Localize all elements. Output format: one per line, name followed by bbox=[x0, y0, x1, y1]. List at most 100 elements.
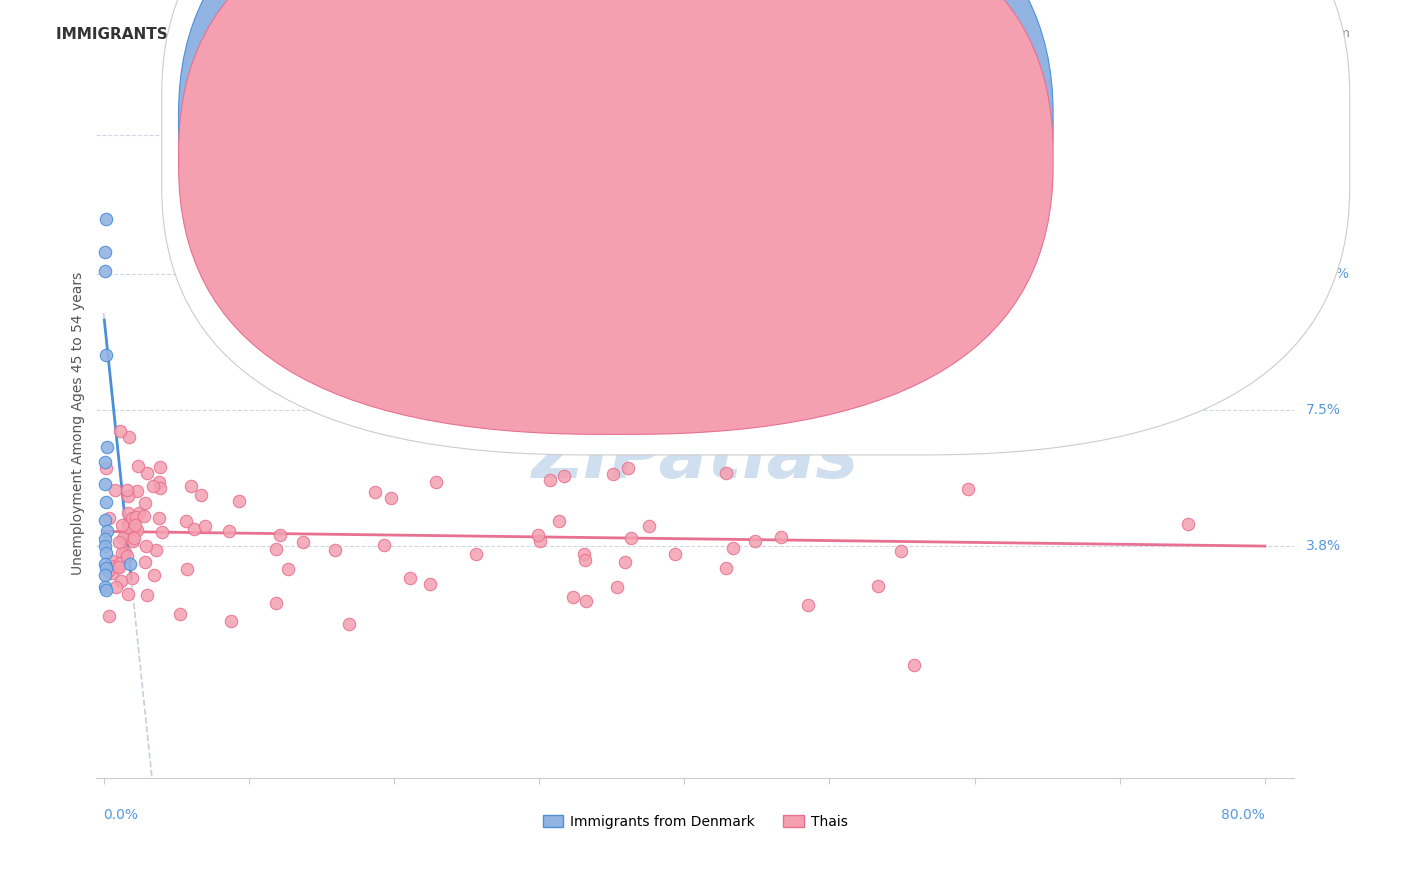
Point bbox=[716, 466, 738, 480]
Point bbox=[149, 482, 172, 496]
Point bbox=[105, 580, 128, 594]
Point bbox=[122, 533, 145, 548]
Text: N =: N = bbox=[730, 152, 756, 166]
Point bbox=[117, 517, 139, 532]
Point bbox=[890, 544, 912, 558]
Point bbox=[111, 546, 134, 560]
Point bbox=[115, 483, 138, 498]
Point bbox=[903, 657, 925, 672]
Point bbox=[425, 475, 447, 489]
Point bbox=[325, 542, 347, 557]
Point bbox=[112, 531, 135, 545]
Text: -0.175: -0.175 bbox=[673, 152, 723, 166]
Point bbox=[574, 547, 596, 561]
Point bbox=[94, 245, 117, 260]
Point bbox=[94, 558, 117, 572]
Point bbox=[769, 530, 792, 544]
Point bbox=[96, 440, 118, 454]
Point bbox=[529, 534, 551, 549]
Point bbox=[111, 517, 134, 532]
Point bbox=[174, 514, 197, 528]
Point bbox=[721, 541, 744, 555]
Point bbox=[125, 483, 148, 498]
Point bbox=[176, 562, 198, 576]
Text: 11.2%: 11.2% bbox=[1306, 268, 1350, 281]
Point bbox=[110, 574, 132, 589]
Text: N =: N = bbox=[730, 114, 756, 128]
Point bbox=[269, 527, 291, 541]
Y-axis label: Unemployment Among Ages 45 to 54 years: Unemployment Among Ages 45 to 54 years bbox=[72, 271, 86, 574]
Point bbox=[94, 532, 117, 546]
Point bbox=[194, 519, 217, 533]
Point bbox=[94, 212, 117, 227]
Point bbox=[115, 549, 138, 563]
Point bbox=[957, 482, 980, 496]
Point bbox=[380, 491, 402, 505]
Point bbox=[98, 608, 121, 623]
Point bbox=[94, 561, 117, 575]
Point bbox=[96, 583, 118, 598]
Point bbox=[619, 531, 641, 545]
Point bbox=[124, 510, 146, 524]
Point bbox=[373, 538, 395, 552]
Point bbox=[96, 348, 118, 362]
Text: 0.0%: 0.0% bbox=[104, 808, 139, 822]
Point bbox=[637, 518, 659, 533]
Point bbox=[104, 483, 127, 498]
Point bbox=[264, 596, 287, 610]
Point bbox=[169, 607, 191, 622]
Point bbox=[101, 566, 124, 580]
Point bbox=[606, 580, 628, 594]
Text: IMMIGRANTS FROM DENMARK VS THAI UNEMPLOYMENT AMONG AGES 45 TO 54 YEARS CORRELATI: IMMIGRANTS FROM DENMARK VS THAI UNEMPLOY… bbox=[56, 27, 990, 42]
Point bbox=[664, 547, 686, 561]
Text: 7.5%: 7.5% bbox=[1306, 403, 1341, 417]
Point bbox=[574, 552, 596, 566]
Point bbox=[107, 560, 129, 574]
Point bbox=[145, 542, 167, 557]
Text: 103: 103 bbox=[766, 152, 796, 166]
Point bbox=[228, 494, 250, 508]
Point bbox=[548, 514, 571, 528]
Point bbox=[128, 506, 150, 520]
Point bbox=[150, 525, 173, 540]
Text: R =: R = bbox=[638, 152, 664, 166]
Point bbox=[292, 534, 315, 549]
Point bbox=[107, 535, 129, 549]
Point bbox=[94, 476, 117, 491]
Text: 80.0%: 80.0% bbox=[1220, 808, 1265, 822]
Point bbox=[118, 558, 141, 572]
Point bbox=[94, 546, 117, 560]
Point bbox=[96, 524, 118, 539]
Point bbox=[104, 559, 127, 574]
Point bbox=[797, 598, 820, 612]
Point bbox=[465, 547, 488, 561]
Point bbox=[125, 523, 148, 537]
Point bbox=[121, 571, 143, 585]
Point bbox=[108, 560, 131, 574]
Point bbox=[364, 484, 387, 499]
Point bbox=[94, 568, 117, 582]
Point bbox=[561, 590, 583, 604]
Point bbox=[398, 571, 420, 585]
Point bbox=[117, 520, 139, 534]
Text: 19: 19 bbox=[762, 114, 782, 128]
Point bbox=[148, 510, 170, 524]
Point bbox=[117, 587, 139, 601]
Point bbox=[602, 467, 624, 481]
Point bbox=[132, 508, 155, 523]
Point bbox=[218, 524, 240, 539]
Point bbox=[94, 454, 117, 468]
Point bbox=[183, 522, 205, 536]
Point bbox=[134, 555, 156, 569]
Point bbox=[94, 263, 117, 277]
Point bbox=[114, 545, 136, 559]
Point bbox=[117, 489, 139, 503]
Point bbox=[419, 576, 441, 591]
Point bbox=[134, 496, 156, 510]
Point bbox=[148, 475, 170, 490]
Point bbox=[97, 510, 120, 524]
Point bbox=[219, 614, 242, 628]
Point bbox=[180, 479, 202, 493]
Point bbox=[744, 533, 766, 548]
Point bbox=[101, 554, 124, 568]
